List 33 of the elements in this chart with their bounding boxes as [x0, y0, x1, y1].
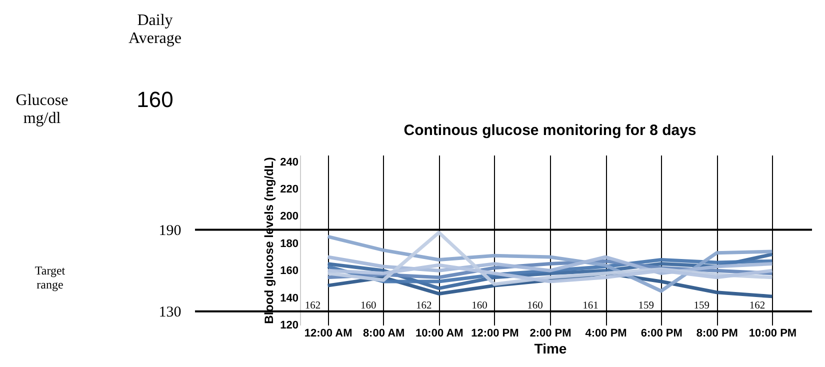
chart-title: Continous glucose monitoring for 8 days: [404, 122, 696, 139]
x-tick-label: 12:00 AM: [304, 328, 352, 340]
y-tick-label: 140: [280, 292, 298, 304]
annotation: 162: [749, 300, 766, 312]
x-tick-label: 8:00 AM: [362, 328, 405, 340]
text: 160: [136, 87, 174, 112]
annotation: 160: [527, 300, 543, 312]
ref-line-label: 190: [158, 222, 182, 239]
text: Target range: [34, 264, 66, 292]
x-tick-label: 10:00 AM: [415, 328, 464, 340]
y-tick-label: 160: [280, 265, 298, 278]
ref-line-label: 130: [158, 304, 182, 320]
annotation: 162: [416, 300, 432, 312]
annotation: 159: [638, 300, 654, 312]
x-tick-label: 10:00 PM: [748, 328, 797, 340]
y-tick-label: 240: [280, 156, 298, 168]
y-tick-label: 180: [280, 238, 298, 250]
x-tick-label: 2:00 PM: [530, 328, 572, 340]
annotation: 159: [694, 300, 710, 312]
annotation: 160: [472, 300, 488, 312]
x-axis-title: Time: [534, 340, 567, 356]
annotation: 160: [360, 300, 376, 312]
y-tick-label: 200: [280, 210, 298, 223]
y-tick-label: 220: [280, 184, 298, 196]
x-tick-label: 8:00 PM: [696, 328, 738, 340]
text: Glucose mg/dl: [16, 92, 68, 127]
x-tick-label: 12:00 PM: [471, 328, 519, 340]
x-tick-label: 4:00 PM: [585, 328, 627, 340]
x-tick-label: 6:00 PM: [640, 328, 682, 340]
annotation: 162: [304, 300, 321, 312]
annotation: 161: [582, 300, 598, 312]
y-tick-label: 120: [280, 320, 298, 332]
text: Daily Average: [128, 12, 182, 47]
